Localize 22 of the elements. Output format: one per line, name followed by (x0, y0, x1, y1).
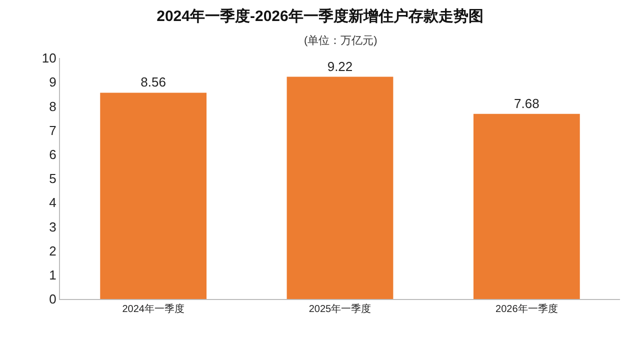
bar (100, 92, 207, 299)
bar (286, 76, 394, 299)
chart-subtitle: (单位：万亿元) (304, 34, 378, 47)
data-label: 9.22 (327, 58, 353, 74)
data-label: 7.68 (514, 96, 540, 111)
y-tick-label: 7 (49, 122, 56, 138)
y-tick-label: 10 (42, 50, 56, 66)
y-tick-label: 3 (49, 219, 56, 234)
y-tick-label: 8 (49, 98, 56, 114)
y-tick-label: 9 (49, 74, 56, 90)
y-tick-label: 0 (49, 292, 56, 307)
y-tick-label: 5 (49, 171, 56, 186)
x-tick-label: 2024年一季度 (122, 303, 184, 315)
chart-title: 2024年一季度-2026年一季度新增住户存款走势图 (156, 7, 484, 26)
y-tick-label: 6 (49, 146, 56, 162)
y-tick-label: 2 (49, 243, 56, 258)
y-tick-label: 4 (49, 195, 56, 210)
y-tick-label: 1 (49, 267, 56, 282)
data-label: 8.56 (140, 74, 166, 90)
x-tick-label: 2026年一季度 (496, 303, 558, 315)
x-tick-label: 2025年一季度 (308, 303, 372, 315)
bar (473, 114, 580, 299)
